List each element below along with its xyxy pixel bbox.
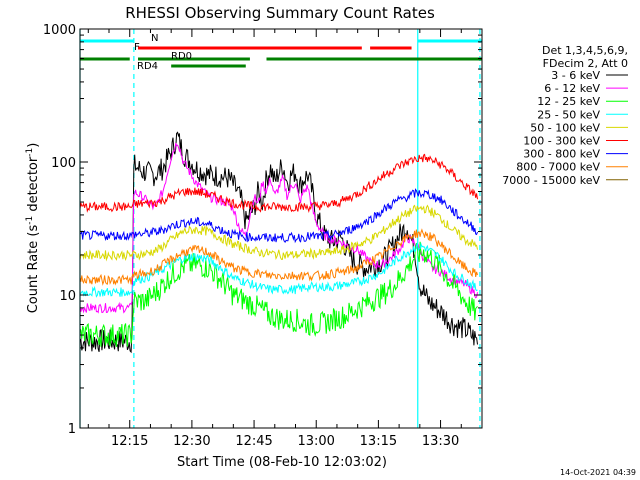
mode-bar-label: RD0	[171, 51, 192, 62]
x-tick-label: 12:30	[173, 434, 210, 449]
x-tick-label: 12:15	[111, 434, 148, 449]
legend-label: 300 - 800 keV	[523, 148, 600, 161]
plot-area: NF RD0 RD4	[79, 29, 482, 428]
legend-header-line-1: Det 1,3,4,5,6,9,	[542, 44, 628, 57]
x-tick-label: 12:45	[235, 434, 272, 449]
legend-label: 12 - 25 keV	[537, 95, 600, 108]
x-tick-label: 13:00	[297, 434, 334, 449]
y-tick-label: 1000	[43, 23, 76, 38]
plot-frame	[79, 28, 483, 429]
mode-bar-label: N	[151, 33, 158, 44]
timestamp: 14-Oct-2021 04:39	[560, 468, 636, 477]
series-line-25-50-kev	[79, 242, 478, 298]
chart-title: RHESSI Observing Summary Count Rates	[125, 4, 435, 22]
legend-label: 100 - 300 keV	[523, 135, 600, 148]
legend-label: 800 - 7000 keV	[516, 161, 600, 174]
legend-label: 50 - 100 keV	[530, 121, 600, 134]
legend-label: 25 - 50 keV	[537, 108, 600, 121]
series-line-3-6-kev	[79, 131, 478, 354]
legend: Det 1,3,4,5,6,9, FDecim 2, Att 0 3 - 6 k…	[502, 44, 628, 187]
series-line-300-800-kev	[79, 188, 478, 244]
y-axis-label: Count Rate (s-1 detector-1)	[25, 143, 41, 314]
x-tick-label: 13:30	[422, 434, 459, 449]
legend-header-line-2: FDecim 2, Att 0	[543, 57, 628, 70]
mode-bar-label: F	[134, 42, 140, 53]
x-tick-label: 13:15	[360, 434, 397, 449]
series-line-100-300-kev	[79, 153, 478, 214]
y-tick-label: 100	[51, 156, 76, 171]
y-tick-label: 1	[68, 422, 76, 437]
series-line-800-7000-kev	[79, 228, 478, 286]
legend-label: 6 - 12 keV	[544, 82, 600, 95]
series-line-12-25-kev	[79, 241, 478, 347]
mode-bar-label: RD4	[137, 61, 158, 72]
y-tick-label: 10	[59, 289, 76, 304]
legend-label: 3 - 6 keV	[551, 69, 600, 82]
legend-label: 7000 - 15000 keV	[502, 174, 600, 187]
series-line-50-100-kev	[79, 204, 478, 262]
x-axis-label: Start Time (08-Feb-10 12:03:02)	[177, 455, 387, 470]
